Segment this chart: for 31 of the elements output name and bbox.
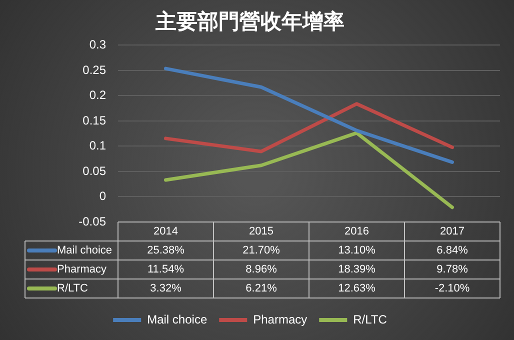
chart-title: 主要部門營收年增率 xyxy=(154,9,344,34)
data-label: 6.21% xyxy=(246,282,278,295)
text: R/LTC xyxy=(57,282,88,295)
y-tick-label: 0.1 xyxy=(89,138,106,153)
legend-label: Mail choice xyxy=(57,244,112,257)
data-label: 6.84% xyxy=(436,244,468,257)
data-label: 11.54% xyxy=(148,264,184,276)
data-label: 21.70% xyxy=(242,244,280,257)
text: Mail choice xyxy=(147,312,208,326)
data-label: 9.78% xyxy=(436,264,468,276)
data-label: -2.10% xyxy=(434,282,470,295)
y-tick-label: 0.15 xyxy=(82,113,106,128)
data-label: 8.96% xyxy=(246,264,278,276)
data-label: 13.10% xyxy=(338,244,376,257)
data-label: 3.32% xyxy=(150,282,182,295)
data-label: 18.39% xyxy=(338,264,376,276)
legend-label: Pharmacy xyxy=(57,264,108,276)
y-tick-label: 0.2 xyxy=(89,88,106,102)
y-tick-label: 0 xyxy=(99,189,106,204)
legend-label: R/LTC xyxy=(353,312,388,326)
x-tick-label: 2015 xyxy=(249,226,274,238)
text: Pharmacy xyxy=(253,312,308,326)
data-label: 12.63% xyxy=(338,282,376,295)
x-tick-label: 2017 xyxy=(440,226,464,238)
y-tick-label: 0.25 xyxy=(82,62,106,77)
y-tick-label: 0.05 xyxy=(82,164,106,178)
data-label: 25.38% xyxy=(147,244,185,257)
x-tick-label: 2016 xyxy=(344,226,369,238)
y-tick-label: -0.05 xyxy=(78,214,106,228)
x-tick-label: 2014 xyxy=(154,226,178,238)
y-tick-label: 0.3 xyxy=(89,38,106,52)
